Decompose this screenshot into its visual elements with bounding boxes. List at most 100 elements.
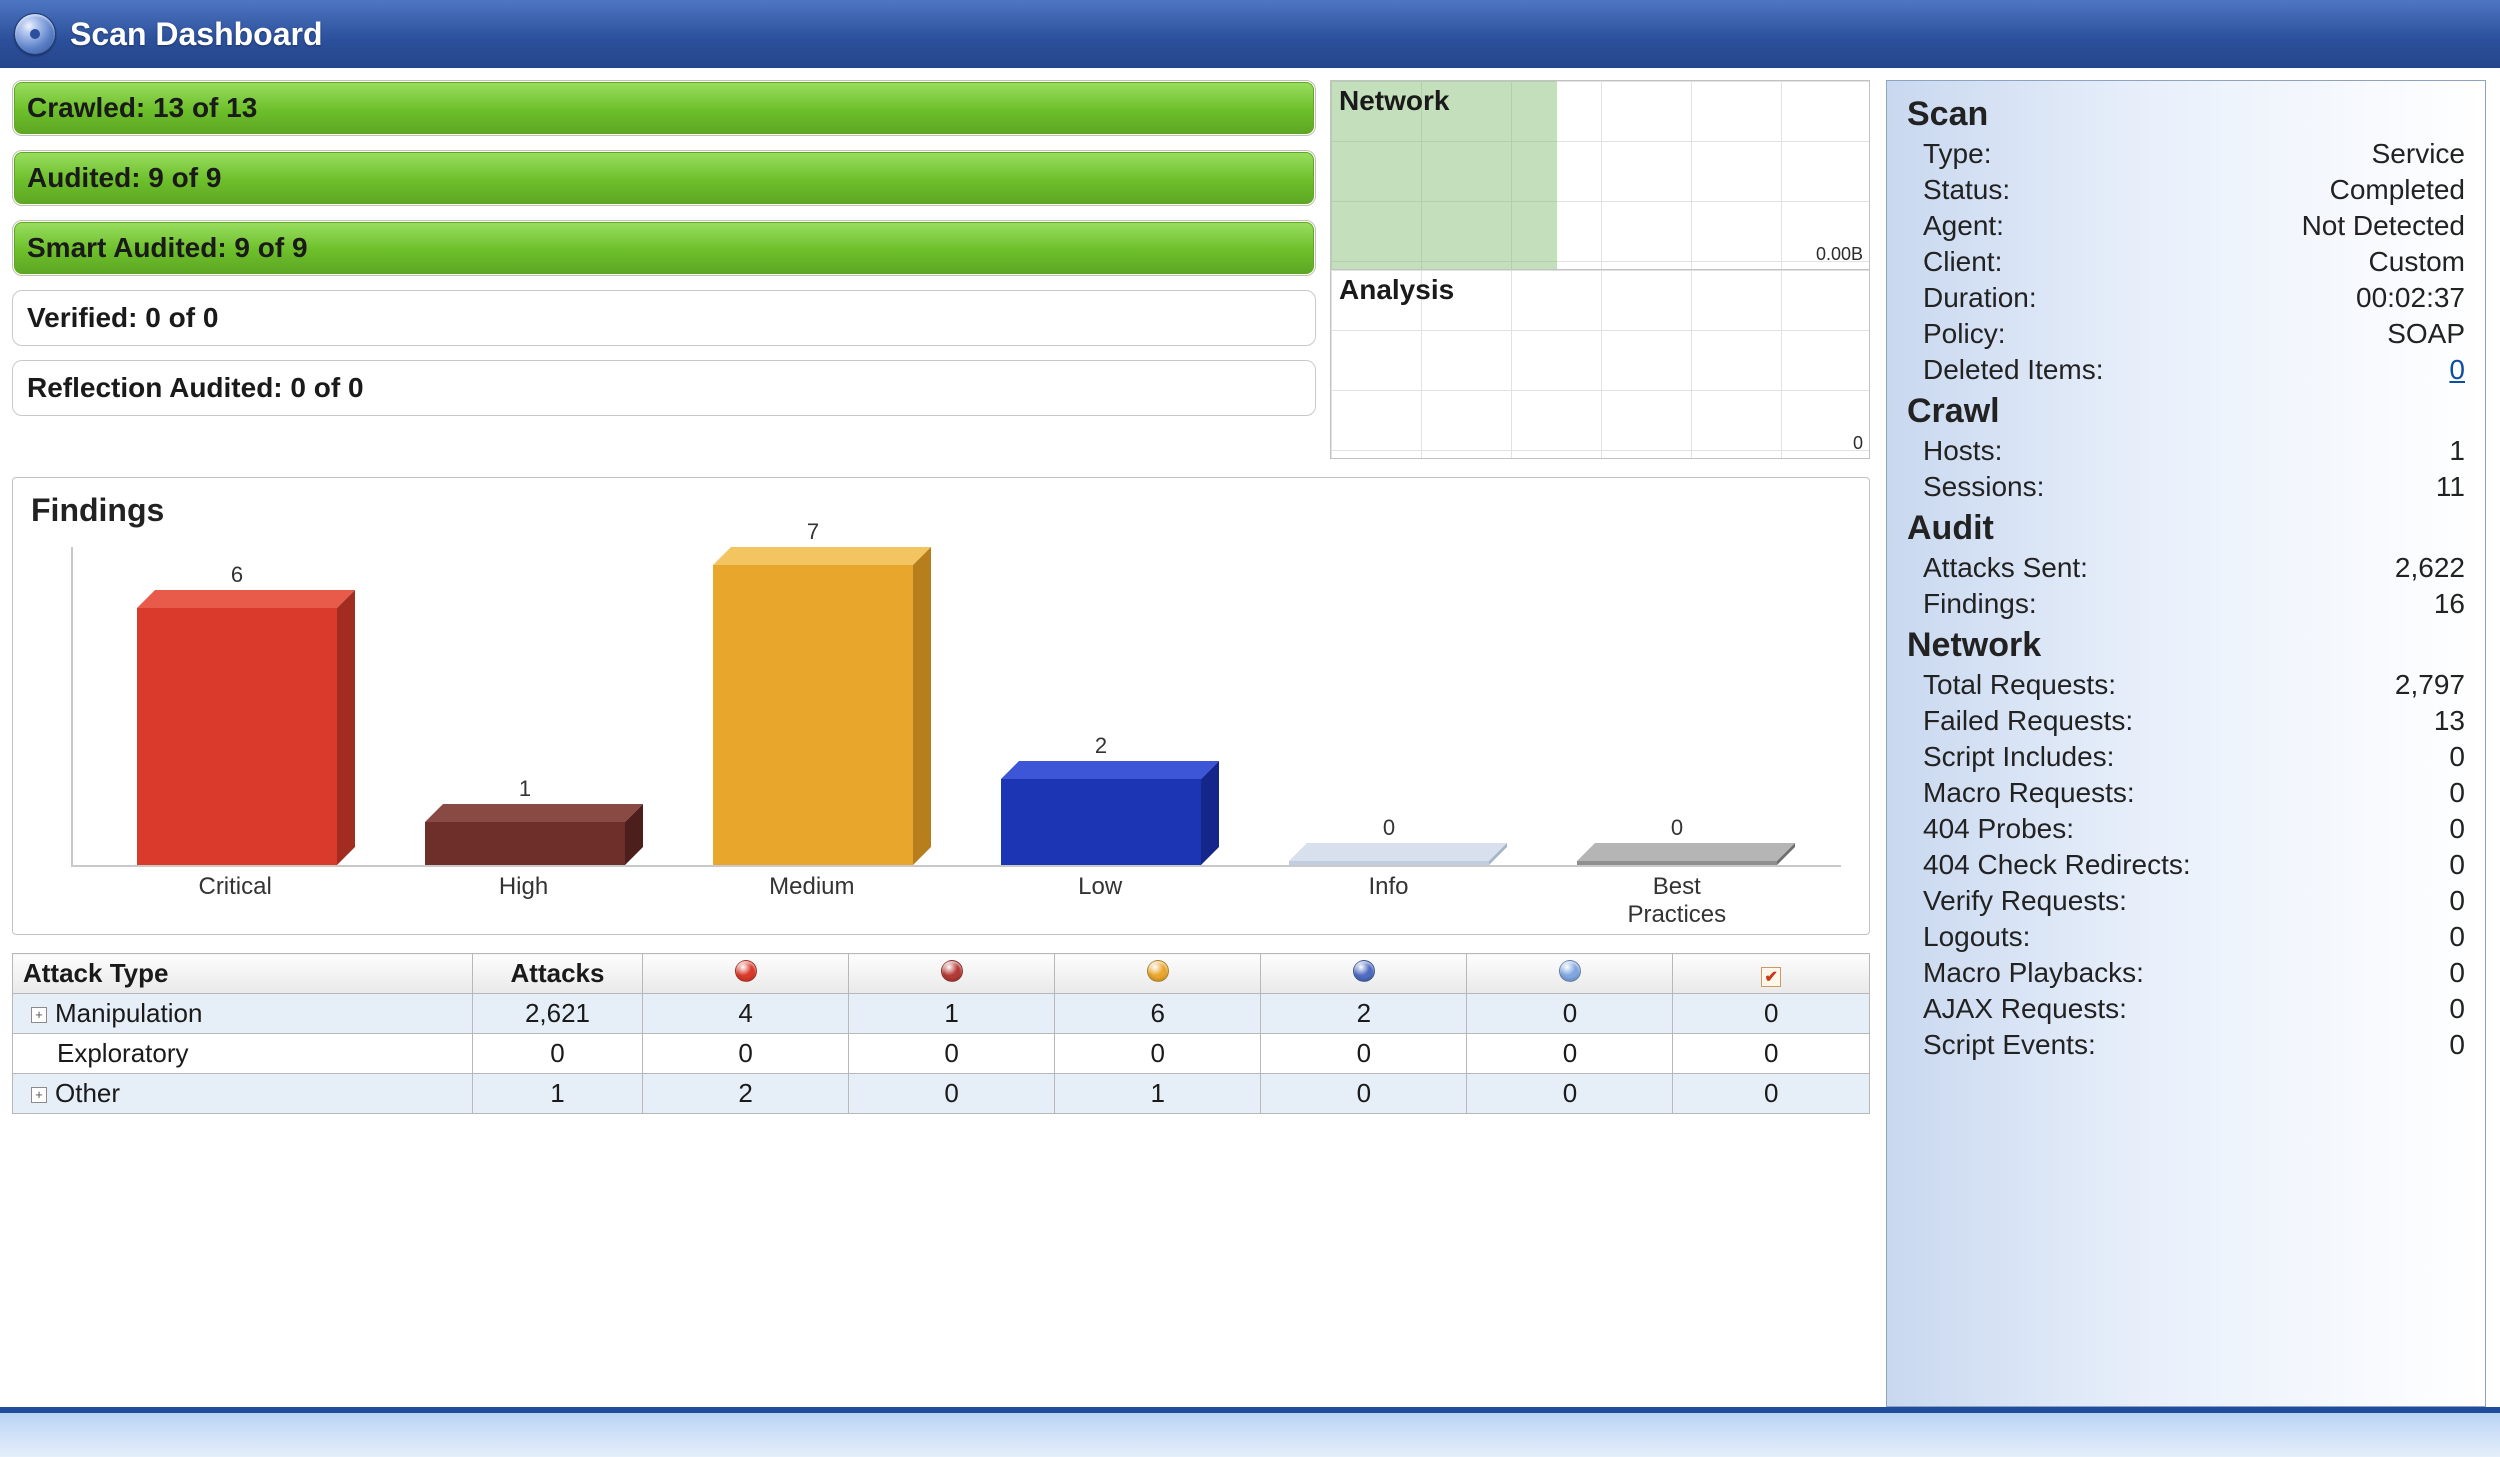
cell-attack-type[interactable]: +Other <box>13 1074 473 1114</box>
cell-attack-type[interactable]: Exploratory <box>13 1034 473 1074</box>
sidebar-kv: Logouts:0 <box>1907 919 2465 955</box>
mini-title-analysis: Analysis <box>1339 274 1454 306</box>
sidebar-kv: Attacks Sent:2,622 <box>1907 550 2465 586</box>
table-row[interactable]: +Other1201000 <box>13 1074 1870 1114</box>
expand-icon[interactable]: + <box>31 1007 47 1023</box>
progress-bar: Reflection Audited: 0 of 0 <box>12 360 1316 416</box>
col-sev-low[interactable] <box>1261 954 1467 994</box>
col-checked[interactable]: ✔ <box>1673 954 1870 994</box>
sidebar-kv: 404 Probes:0 <box>1907 811 2465 847</box>
main-column: Crawled: 13 of 13Audited: 9 of 9Smart Au… <box>12 80 1870 1407</box>
sidebar-key: Sessions: <box>1923 471 2044 503</box>
cell-attacks: 1 <box>473 1074 643 1114</box>
sidebar-value: 0 <box>2449 993 2465 1025</box>
sidebar-value-link[interactable]: 0 <box>2449 354 2465 386</box>
bar-top <box>137 590 355 608</box>
progress-bar: Smart Audited: 9 of 9 <box>12 220 1316 276</box>
sidebar-value: 0 <box>2449 885 2465 917</box>
progress-label: Smart Audited: 9 of 9 <box>27 232 308 264</box>
cell-severity: 0 <box>1055 1034 1261 1074</box>
findings-bar[interactable]: 0 <box>1289 861 1489 865</box>
app-root: Scan Dashboard Crawled: 13 of 13Audited:… <box>0 0 2500 1457</box>
sidebar-kv: Deleted Items:0 <box>1907 352 2465 388</box>
bar-axis-label: Medium <box>668 873 956 928</box>
bar-axis-label: Critical <box>91 873 379 928</box>
col-attack-type[interactable]: Attack Type <box>13 954 473 994</box>
sidebar-stats: ScanType:ServiceStatus:CompletedAgent:No… <box>1886 80 2486 1407</box>
findings-bar[interactable]: 6 <box>137 608 337 865</box>
cell-severity: 1 <box>849 994 1055 1034</box>
info-icon <box>1559 960 1581 982</box>
page-title: Scan Dashboard <box>70 16 323 53</box>
sidebar-value: 11 <box>2436 471 2465 503</box>
bar-top <box>425 804 643 822</box>
sidebar-kv: Script Includes:0 <box>1907 739 2465 775</box>
cell-severity: 2 <box>643 1074 849 1114</box>
findings-bar[interactable]: 1 <box>425 822 625 865</box>
findings-bar[interactable]: 2 <box>1001 779 1201 865</box>
mini-value-analysis: 0 <box>1853 433 1863 454</box>
sidebar-kv: Script Events:0 <box>1907 1027 2465 1063</box>
bar-slot: 6 <box>93 608 381 865</box>
findings-bar-chart: 6 1 7 2 0 0 <box>71 547 1841 867</box>
findings-title: Findings <box>31 492 1851 529</box>
bar-value-label: 0 <box>1577 815 1777 841</box>
check-icon: ✔ <box>1761 967 1781 987</box>
mini-value-network: 0.00B <box>1816 244 1863 265</box>
sidebar-kv: 404 Check Redirects:0 <box>1907 847 2465 883</box>
expand-icon[interactable]: + <box>31 1087 47 1103</box>
sidebar-key: Client: <box>1923 246 2002 278</box>
upper-row: Crawled: 13 of 13Audited: 9 of 9Smart Au… <box>12 80 1870 459</box>
bar-value-label: 7 <box>713 519 913 545</box>
cell-severity: 0 <box>849 1074 1055 1114</box>
sidebar-value: Not Detected <box>2302 210 2465 242</box>
col-sev-medium[interactable] <box>1055 954 1261 994</box>
bottom-strip <box>0 1407 2500 1457</box>
sidebar-key: Hosts: <box>1923 435 2002 467</box>
progress-bar: Crawled: 13 of 13 <box>12 80 1316 136</box>
sidebar-kv: Hosts:1 <box>1907 433 2465 469</box>
col-attacks[interactable]: Attacks <box>473 954 643 994</box>
cell-checked: 0 <box>1673 994 1870 1034</box>
sidebar-kv: Status:Completed <box>1907 172 2465 208</box>
sidebar-value: 0 <box>2449 813 2465 845</box>
col-sev-critical[interactable] <box>643 954 849 994</box>
sidebar-kv: Findings:16 <box>1907 586 2465 622</box>
attack-table-head: Attack Type Attacks ✔ <box>13 954 1870 994</box>
table-row[interactable]: Exploratory0000000 <box>13 1034 1870 1074</box>
cell-severity: 0 <box>849 1034 1055 1074</box>
sidebar-value: 0 <box>2449 921 2465 953</box>
attack-type-label: Exploratory <box>57 1038 189 1068</box>
bar-front <box>1577 861 1777 865</box>
sidebar-key: Macro Playbacks: <box>1923 957 2144 989</box>
cell-attack-type[interactable]: + Manipulation <box>13 994 473 1034</box>
bar-axis-label: High <box>379 873 667 928</box>
cell-attacks: 2,621 <box>473 994 643 1034</box>
bar-front <box>1289 861 1489 865</box>
critical-icon <box>735 960 757 982</box>
bar-slot: 7 <box>669 565 957 865</box>
sidebar-value: 13 <box>2434 705 2465 737</box>
sidebar-key: Findings: <box>1923 588 2037 620</box>
sidebar-kv: AJAX Requests:0 <box>1907 991 2465 1027</box>
progress-label: Crawled: 13 of 13 <box>27 92 257 124</box>
sidebar-key: Agent: <box>1923 210 2004 242</box>
app-orb-icon <box>14 13 56 55</box>
sidebar-value: Service <box>2372 138 2465 170</box>
sidebar-key: Attacks Sent: <box>1923 552 2088 584</box>
bar-value-label: 2 <box>1001 733 1201 759</box>
bar-side <box>913 547 931 865</box>
col-sev-high[interactable] <box>849 954 1055 994</box>
progress-label: Reflection Audited: 0 of 0 <box>27 372 364 404</box>
sidebar-key: Policy: <box>1923 318 2005 350</box>
cell-severity: 6 <box>1055 994 1261 1034</box>
bar-front <box>425 822 625 865</box>
findings-bar[interactable]: 0 <box>1577 861 1777 865</box>
sidebar-section-title: Network <box>1907 626 2465 665</box>
cell-severity: 0 <box>1261 1034 1467 1074</box>
table-row[interactable]: +Manipulation2,621416200 <box>13 994 1870 1034</box>
col-sev-info[interactable] <box>1467 954 1673 994</box>
bar-top <box>1001 761 1219 779</box>
attack-type-label: Manipulation <box>55 998 202 1028</box>
findings-bar[interactable]: 7 <box>713 565 913 865</box>
